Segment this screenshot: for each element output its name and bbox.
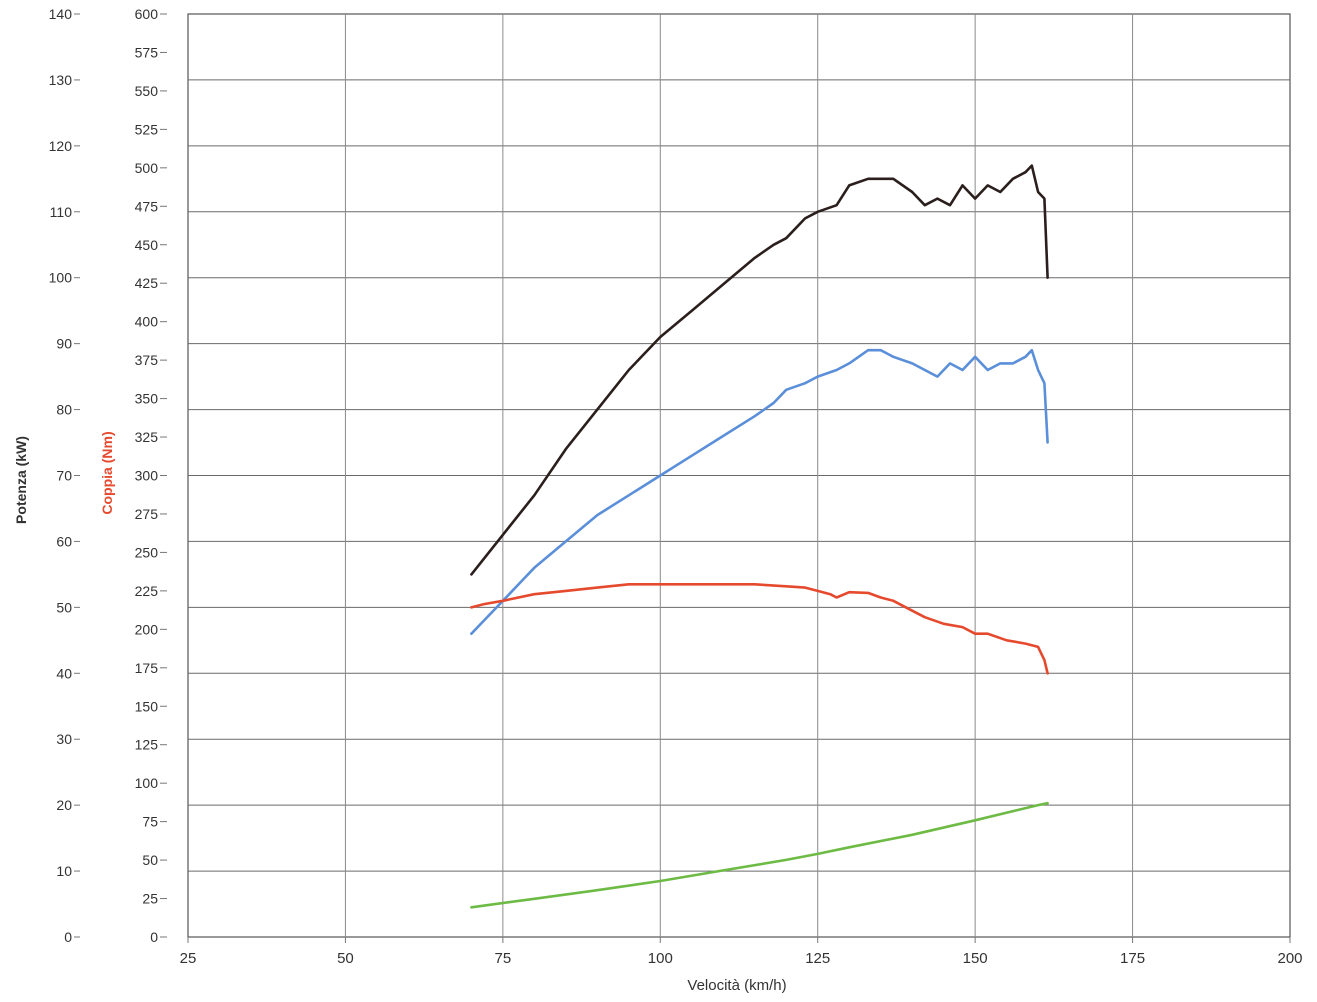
y-right-tick-label: 575 (135, 44, 159, 60)
y-left-tick-label: 40 (56, 665, 72, 681)
y-left-tick-label: 110 (50, 204, 73, 220)
y-right-tick-label: 550 (135, 83, 159, 99)
y-right-tick-label: 450 (135, 237, 159, 253)
y-right-tick-label: 175 (135, 660, 159, 676)
y-left-tick-label: 50 (56, 599, 72, 615)
y-right-tick-label: 25 (142, 891, 158, 907)
grid-lines (187, 13, 1291, 938)
y-left-tick-label: 100 (49, 270, 73, 286)
y-right-tick-label: 525 (135, 121, 159, 137)
y-left-tick-label: 140 (49, 6, 73, 22)
y-right-tick-label: 425 (135, 275, 159, 291)
y-right-tick-label: 275 (135, 506, 159, 522)
y-right-tick-label: 100 (135, 775, 159, 791)
y-right-tick-label: 0 (150, 929, 158, 945)
series-line-4 (470, 801, 1049, 909)
x-tick-label: 175 (1120, 950, 1145, 967)
x-tick-label: 150 (963, 950, 988, 967)
y-left-tick-label: 120 (49, 138, 73, 154)
y-left-tick-label: 80 (56, 402, 72, 418)
y-left-tick-label: 70 (56, 468, 72, 484)
y-right-tick-label: 250 (135, 544, 159, 560)
x-tick-label: 125 (805, 950, 830, 967)
series-line-3 (470, 583, 1049, 675)
left-axis-label: Potenza (kW) (13, 436, 29, 524)
y-right-tick-label: 375 (135, 352, 159, 368)
y-left-tick-label: 90 (56, 336, 72, 352)
y-right-tick-label: 600 (135, 6, 159, 22)
x-axis-label: Velocità (km/h) (687, 977, 786, 994)
y-right-tick-label: 500 (135, 160, 159, 176)
axes: 0 10 20 30 40 50 60 70 80 90 100 110 120 130 140 0 25 50 7… (49, 6, 1303, 967)
x-tick-label: 25 (180, 950, 197, 967)
y-right-tick-label: 225 (135, 583, 159, 599)
y-left-tick-label: 0 (64, 929, 72, 945)
x-tick-label: 75 (495, 950, 512, 967)
y-right-tick-label: 400 (135, 314, 159, 330)
y-right-tick-label: 350 (135, 391, 159, 407)
y-left-tick-label: 20 (56, 797, 72, 813)
x-tick-label: 100 (648, 950, 673, 967)
x-tick-label: 200 (1277, 950, 1302, 967)
y-right-tick-label: 150 (135, 698, 159, 714)
right-axis-label: Coppia (Nm) (99, 431, 115, 514)
y-right-tick-label: 75 (142, 814, 158, 830)
y-left-tick-label: 130 (49, 72, 73, 88)
y-left-tick-label: 30 (56, 731, 72, 747)
series-line-2 (470, 348, 1049, 635)
y-left-tick-label: 60 (56, 533, 72, 549)
series-line-1 (470, 164, 1049, 576)
y-right-tick-label: 50 (142, 852, 158, 868)
x-tick-label: 50 (337, 950, 354, 967)
y-left-tick-label: 10 (56, 863, 72, 879)
y-right-tick-label: 300 (135, 468, 159, 484)
y-right-tick-label: 475 (135, 198, 159, 214)
series-lines (470, 164, 1049, 909)
y-right-tick-label: 200 (135, 621, 159, 637)
y-right-tick-label: 325 (135, 429, 159, 445)
y-right-tick-label: 125 (135, 737, 159, 753)
